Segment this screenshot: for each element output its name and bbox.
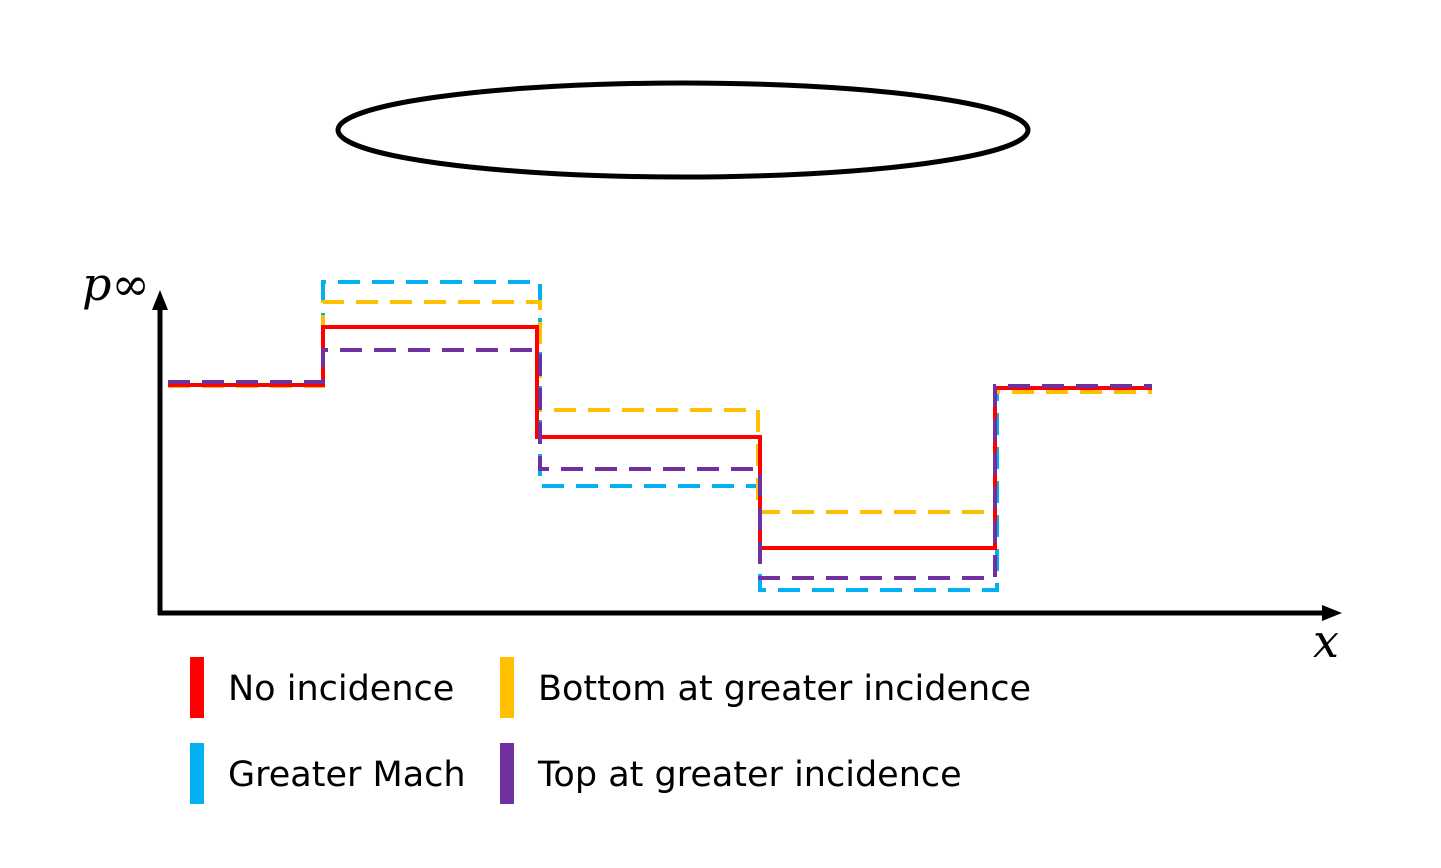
legend-label: Bottom at greater incidence (538, 669, 1031, 709)
legend-swatch (190, 743, 204, 804)
y-axis-label: p∞ (82, 257, 150, 311)
x-arrow (1322, 605, 1342, 621)
legend-label: Top at greater incidence (537, 755, 962, 795)
legend-swatch (500, 743, 514, 804)
legend-label: No incidence (228, 669, 454, 709)
legend: No incidence Bottom at greater incidence G… (190, 657, 1031, 804)
airfoil (335, 80, 1031, 180)
bottom-incidence-line (168, 300, 1152, 514)
top-incidence-line (168, 348, 1152, 580)
legend-swatch (190, 657, 204, 718)
no-incidence-line (168, 325, 1152, 550)
y-arrow (152, 290, 168, 310)
legend-label: Greater Mach (228, 755, 466, 795)
legend-swatch (500, 657, 514, 718)
x-axis-label: x (1313, 614, 1339, 668)
